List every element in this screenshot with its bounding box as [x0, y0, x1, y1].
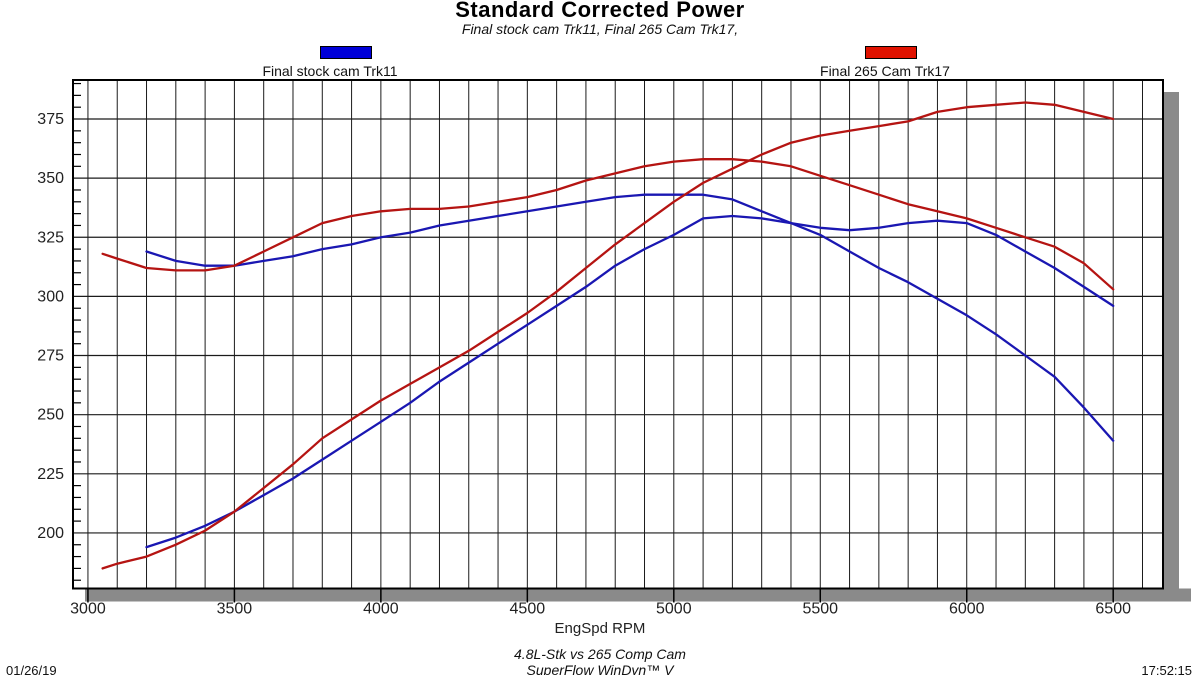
x-tick-label: 3500: [217, 601, 253, 618]
plot-shadow-bottom: [85, 588, 1191, 602]
x-tick-label: 3000: [70, 601, 106, 618]
footer-software-name: SuperFlow WinDyn™ V: [526, 662, 674, 675]
x-tick-label: 5000: [656, 601, 692, 618]
legend-label-265-cam: Final 265 Cam Trk17: [820, 63, 950, 79]
series-265-cam-trk17-power: [101, 101, 1115, 570]
x-tick-label: 6500: [1095, 601, 1131, 618]
chart-subtitle: Final stock cam Trk11, Final 265 Cam Trk…: [461, 21, 739, 37]
series-265-cam-trk17-torque: [101, 158, 1115, 291]
x-axis-label: EngSpd RPM: [554, 620, 646, 637]
x-tick-label: 5500: [802, 601, 838, 618]
series-stock-cam-trk11-power: [145, 214, 1115, 549]
series-stock-cam-trk11-torque: [145, 193, 1115, 442]
y-tick-label: 275: [37, 348, 64, 365]
x-tick-label: 4000: [363, 601, 399, 618]
y-tick-label: 325: [37, 229, 64, 246]
y-tick-label: 250: [37, 407, 64, 424]
y-tick-label: 200: [37, 525, 64, 542]
plot-shadow-right: [1163, 92, 1179, 601]
y-tick-label: 375: [37, 111, 64, 128]
footer-test-name: 4.8L-Stk vs 265 Comp Cam: [514, 646, 686, 662]
y-tick-label: 225: [37, 466, 64, 483]
footer-time: 17:52:15: [1141, 663, 1192, 675]
footer-date: 01/26/19: [6, 663, 57, 675]
y-tick-label: 350: [37, 170, 64, 187]
x-tick-label: 4500: [510, 601, 546, 618]
chart-title: Standard Corrected Power: [455, 0, 745, 22]
legend-swatch-stock-cam: [320, 46, 372, 59]
plot-frame: [72, 79, 1164, 590]
legend-label-stock-cam: Final stock cam Trk11: [262, 63, 398, 79]
legend-swatch-265-cam: [865, 46, 917, 59]
y-tick-label: 300: [37, 288, 64, 305]
x-tick-label: 6000: [949, 601, 985, 618]
